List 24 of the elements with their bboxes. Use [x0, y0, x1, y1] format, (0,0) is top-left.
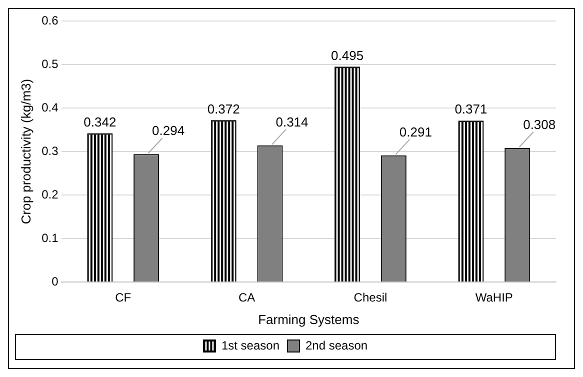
data-label: 0.308: [523, 117, 556, 132]
data-label: 0.294: [152, 123, 185, 138]
y-tick-label: 0.5: [42, 56, 59, 71]
x-axis-title: Farming Systems: [258, 312, 360, 327]
y-tick-label: 0: [52, 274, 59, 288]
y-tick-label: 0.3: [42, 144, 59, 158]
bar: [334, 66, 360, 282]
data-label: 0.291: [399, 124, 432, 140]
x-tick-label: WaHIP: [475, 290, 513, 305]
legend-label: 2nd season: [305, 338, 368, 352]
data-label: 0.372: [207, 101, 240, 116]
y-tick-label: 0.6: [42, 13, 59, 28]
data-label: 0.342: [84, 114, 116, 130]
legend-label: 1st season: [221, 338, 280, 352]
y-tick-label: 0.2: [42, 187, 59, 202]
x-tick-label: CF: [115, 290, 132, 305]
y-tick-label: 0.1: [42, 230, 59, 245]
data-label: 0.314: [276, 114, 308, 130]
x-tick-label: Chesil: [354, 290, 388, 305]
y-tick-label: 0.4: [42, 100, 59, 114]
y-axis-title: Crop productivity (kg/m3): [18, 78, 34, 224]
x-tick-label: CA: [238, 290, 256, 305]
data-label: 0.495: [331, 48, 364, 63]
data-label: 0.371: [454, 102, 488, 117]
